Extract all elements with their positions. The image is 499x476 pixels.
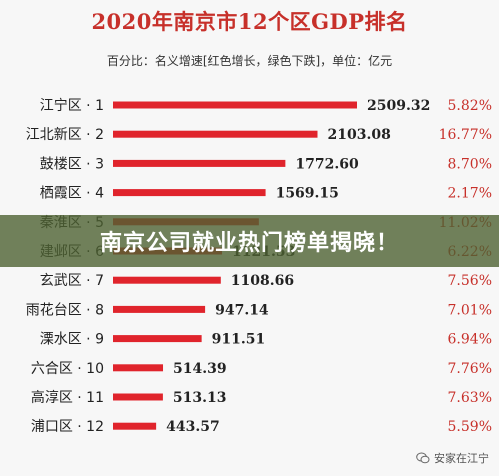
category-label: 六合区 · 10 — [31, 361, 104, 377]
value-label: 1569.15 — [276, 186, 339, 202]
bar — [113, 159, 286, 167]
value-label: 1772.60 — [295, 156, 359, 172]
value-label: 443.57 — [166, 419, 220, 435]
bar — [113, 393, 163, 401]
value-label: 947.14 — [215, 302, 269, 318]
growth-label: 7.76% — [448, 361, 492, 377]
growth-label: 7.63% — [448, 390, 492, 406]
category-label: 溧水区 · 9 — [40, 332, 104, 348]
watermark-text: 安家在江宁 — [434, 452, 489, 465]
growth-label: 7.56% — [448, 273, 492, 289]
growth-label: 5.82% — [448, 98, 492, 114]
wechat-icon — [416, 452, 430, 464]
bar — [113, 189, 266, 197]
bar — [113, 101, 357, 109]
banner-text: 南京公司就业热门榜单揭晓！ — [99, 231, 399, 256]
value-label: 2509.32 — [367, 98, 430, 114]
chart-subtitle: 百分比：名义增速[红色增长，绿色下跌]，单位：亿元 — [106, 54, 393, 68]
growth-label: 2.17% — [448, 186, 492, 202]
value-label: 513.13 — [173, 390, 227, 406]
value-label: 514.39 — [173, 361, 227, 377]
watermark: 安家在江宁 — [416, 450, 489, 466]
bar — [113, 130, 318, 138]
growth-label: 5.59% — [448, 419, 492, 435]
bar — [113, 305, 206, 313]
growth-label: 16.77% — [439, 127, 492, 143]
headline-banner: 南京公司就业热门榜单揭晓！ — [0, 215, 499, 267]
category-label: 江北新区 · 2 — [26, 127, 104, 143]
bar — [113, 276, 221, 284]
growth-label: 7.01% — [448, 302, 492, 318]
growth-label: 6.94% — [448, 332, 492, 348]
value-label: 2103.08 — [327, 127, 390, 143]
category-label: 玄武区 · 7 — [40, 272, 104, 289]
category-label: 江宁区 · 1 — [40, 97, 104, 114]
value-label: 911.51 — [212, 332, 266, 348]
category-label: 雨花台区 · 8 — [26, 302, 104, 318]
category-label: 鼓楼区 · 3 — [40, 156, 104, 172]
category-label: 浦口区 · 12 — [31, 419, 104, 435]
growth-label: 8.70% — [448, 156, 492, 172]
bar — [113, 364, 164, 372]
category-label: 栖霞区 · 4 — [40, 186, 104, 202]
chart-title: 2020年南京市12个区GDP排名 — [91, 9, 408, 34]
category-label: 高淳区 · 11 — [31, 389, 104, 406]
value-label: 1108.66 — [231, 273, 294, 289]
bar — [113, 335, 202, 343]
bar — [113, 422, 157, 430]
